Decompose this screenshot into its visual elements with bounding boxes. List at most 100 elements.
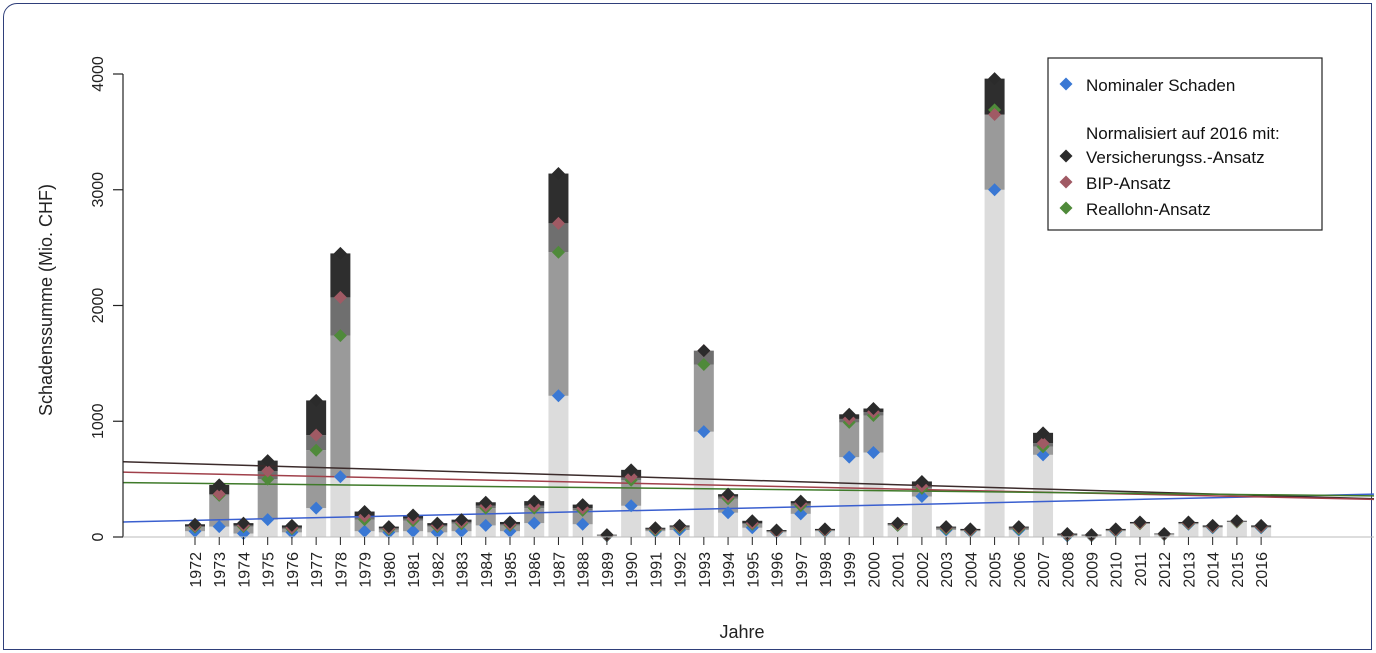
marker-nominal-1979 [358,524,372,538]
marker-versicherung-1996 [770,523,784,537]
marker-bip-1973 [212,487,226,501]
y-tick-label-1000: 1000 [90,403,107,439]
x-tick-label-2009: 2009 [1085,552,1102,588]
bar-range-reallohn-1999 [839,422,860,458]
marker-nominal-1984 [479,518,493,532]
marker-versicherung-1977 [309,393,323,407]
bar-range-reallohn-1988 [572,510,593,525]
y-axis-title: Schadenssumme (Mio. CHF) [36,184,56,416]
bar-range-reallohn-2000 [863,415,884,453]
marker-versicherung-1986 [527,494,541,508]
marker-versicherung-1990 [624,463,638,477]
marker-versicherung-1983 [455,513,469,527]
marker-versicherung-2013 [1181,515,1195,529]
bar-range-reallohn-1986 [524,508,545,524]
marker-versicherung-2014 [1206,518,1220,532]
x-tick-label-1991: 1991 [648,552,665,588]
marker-versicherung-1981 [406,508,420,522]
x-tick-label-1985: 1985 [503,552,520,588]
x-tick-label-1983: 1983 [455,552,472,588]
x-tick-label-2002: 2002 [915,552,932,588]
bar-range-reallohn-1978 [330,335,351,477]
marker-versicherung-2016 [1254,518,1268,532]
marker-versicherung-1984 [479,495,493,509]
marker-versicherung-1989 [600,528,614,542]
bar-range-bip-1993 [693,350,714,365]
x-tick-label-2015: 2015 [1230,552,1247,588]
marker-versicherung-2004 [963,522,977,536]
bar-range-reallohn-1984 [475,508,496,526]
marker-versicherung-1993 [697,344,711,358]
x-tick-label-1996: 1996 [770,552,787,588]
marker-versicherung-1976 [285,518,299,532]
marker-versicherung-1975 [261,454,275,468]
marker-versicherung-2015 [1230,514,1244,528]
x-tick-label-1987: 1987 [551,552,568,588]
legend-heading: Normalisiert auf 2016 mit: [1086,124,1280,143]
marker-nominal-1975 [261,513,275,527]
x-tick-label-1984: 1984 [479,552,496,588]
x-tick-label-1994: 1994 [721,552,738,588]
x-tick-label-1981: 1981 [406,552,423,588]
marker-versicherung-1978 [333,246,347,260]
trend-lines-layer [122,461,1375,523]
x-axis-title: Jahre [719,622,764,642]
x-tick-label-1986: 1986 [527,552,544,588]
bar-range-versicherung-1987 [548,173,569,224]
legend: Nominaler Schaden Normalisiert auf 2016 … [1047,57,1323,231]
x-tick-label-2006: 2006 [1012,552,1029,588]
marker-versicherung-2011 [1133,515,1147,529]
x-tick-label-1993: 1993 [697,552,714,588]
bar-nominal-2002 [911,496,932,537]
marker-versicherung-2000 [866,402,880,416]
marker-nominal-1983 [455,524,469,538]
bar-range-versicherung-2005 [984,78,1005,115]
x-tick-label-1976: 1976 [285,552,302,588]
x-tick-label-2011: 2011 [1133,552,1150,587]
legend-marker-versicherung [1059,149,1073,163]
x-tick-label-2004: 2004 [963,552,980,588]
x-tick-label-1980: 1980 [382,552,399,588]
x-tick-label-1990: 1990 [624,552,641,588]
bar-nominal-1999 [839,457,860,537]
marker-reallohn-1993 [697,358,711,372]
bar-range-versicherung-1978 [330,253,351,298]
bar-range-bip-1977 [306,435,327,451]
legend-marker-bip [1059,175,1073,189]
marker-nominal-2005 [988,183,1002,197]
marker-versicherung-1980 [382,520,396,534]
x-tick-label-2016: 2016 [1254,552,1271,588]
bar-nominal-1975 [257,519,278,537]
marker-nominal-1973 [212,520,226,534]
x-tick-label-1999: 1999 [842,552,859,588]
x-tick-label-1982: 1982 [430,552,447,588]
bar-nominal-1990 [621,505,642,537]
marker-bip-1977 [309,428,323,442]
axes-layer: 1972 1973 1974 1975 1976 1977 1978 1979 1980 1981… [90,56,1374,588]
legend-label-versicherung: Versicherungss.-Ansatz [1086,148,1265,167]
y-tick-label-2000: 2000 [90,288,107,324]
legend-marker-reallohn [1059,201,1073,215]
x-tick-label-2005: 2005 [988,552,1005,588]
marker-nominal-1978 [333,470,347,484]
marker-reallohn-1978 [333,329,347,343]
marker-nominal-1994 [721,506,735,520]
y-tick-label-3000: 3000 [90,172,107,208]
marker-nominal-1977 [309,501,323,515]
marker-bip-2005 [988,108,1002,122]
x-tick-label-1995: 1995 [745,552,762,588]
x-tick-label-1992: 1992 [673,552,690,588]
bar-range-bip-1987 [548,223,569,253]
bar-range-reallohn-1990 [621,480,642,506]
trend-line-3 [122,481,1375,497]
legend-box [1047,57,1323,231]
marker-bip-1987 [551,216,565,230]
marker-versicherung-1974 [236,516,250,530]
markers-layer [188,72,1268,543]
legend-marker-nominal [1059,77,1073,91]
bar-nominal-2015 [1226,521,1247,537]
legend-label-bip: BIP-Ansatz [1086,174,1171,193]
bar-nominal-1994 [718,512,739,537]
x-tick-label-2010: 2010 [1109,552,1126,588]
